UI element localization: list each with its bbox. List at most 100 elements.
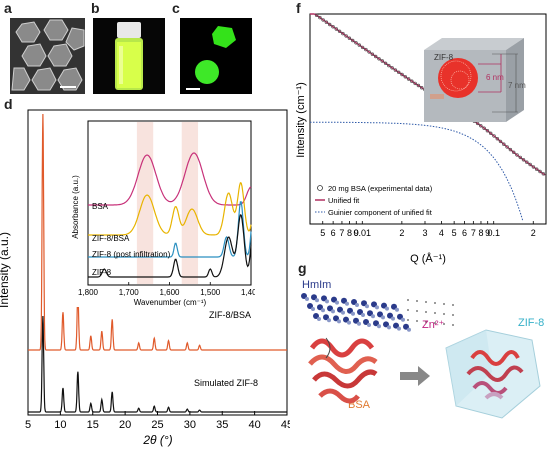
hmim-molecule <box>327 305 333 312</box>
saxs-x-tick-label: 2 <box>399 228 404 238</box>
ftir-series-zif8-bsa <box>88 182 252 236</box>
saxs-data-point <box>364 47 368 52</box>
zn-label: Zn²⁺ <box>422 319 445 331</box>
sem-image <box>10 18 85 94</box>
saxs-data-point <box>521 158 526 162</box>
hmim-molecule <box>321 295 327 302</box>
zn-ions <box>407 299 454 326</box>
inset-dim-7nm: 7 nm <box>508 81 526 90</box>
saxs-x-tick-label: 9 <box>485 228 490 238</box>
hmim-molecule <box>397 313 403 320</box>
ftir-series-zif8 <box>88 214 252 278</box>
ftir-x-tick-label: 1,600 <box>159 288 180 297</box>
synthesis-schematic: HmIm Zn²⁺ ZIF-8 BSA <box>301 279 544 419</box>
hmim-molecule <box>341 297 347 304</box>
xrd-x-tick-label: 25 <box>151 419 163 431</box>
saxs-data-point <box>396 70 401 74</box>
xrd-y-axis-label: Intensity (a.u.) <box>0 232 11 308</box>
inset-dim-6nm: 6 nm <box>486 73 504 82</box>
zn-ion <box>416 310 418 312</box>
saxs-data-point <box>419 85 424 90</box>
ftir-highlight-band <box>136 122 154 284</box>
saxs-data-point <box>482 126 486 130</box>
saxs-data-point <box>373 54 378 59</box>
saxs-data-point <box>508 147 513 152</box>
saxs-data-point <box>528 162 532 167</box>
hmim-molecule-h <box>391 316 395 321</box>
hmim-molecule-h <box>385 306 389 311</box>
saxs-x-tick-label: 9 <box>354 228 359 238</box>
xrd-x-tick-label: 10 <box>54 419 66 431</box>
hmim-molecule <box>357 309 363 315</box>
xrd-legend-zif8-bsa: ZIF-8/BSA <box>209 310 251 320</box>
saxs-x-tick-label: 5 <box>452 228 457 238</box>
hmim-molecule-h <box>305 297 309 301</box>
saxs-data-point <box>410 79 414 83</box>
hmim-molecule <box>313 313 319 319</box>
hmim-molecule-h <box>335 300 339 305</box>
hmim-molecule-h <box>315 298 319 303</box>
zn-ion <box>434 312 436 314</box>
hmim-molecule <box>403 323 409 330</box>
saxs-data-point <box>390 66 394 70</box>
hmim-molecule <box>307 303 313 309</box>
xrd-x-tick-label: 5 <box>25 419 31 431</box>
zn-ion <box>407 309 409 311</box>
saxs-x-tick-label: 8 <box>347 228 352 238</box>
saxs-data-point <box>498 139 503 144</box>
hmim-molecule-h <box>347 320 351 325</box>
hmim-molecule <box>331 296 337 303</box>
saxs-data-point <box>344 34 348 38</box>
saxs-data-point <box>354 41 358 45</box>
zn-ion <box>443 313 445 315</box>
hmim-molecule <box>367 310 373 317</box>
hmim-molecule <box>317 304 323 311</box>
saxs-x-tick-label: 3 <box>422 228 427 238</box>
saxs-data-point <box>495 136 500 141</box>
hmim-molecule <box>371 301 377 308</box>
protein-sphere <box>438 58 478 98</box>
panel-label-f: f <box>296 0 301 16</box>
ftir-highlight-band <box>181 122 199 284</box>
saxs-data-point <box>406 77 411 81</box>
hmim-molecule-h <box>355 303 359 307</box>
saxs-x-tick-label: 7 <box>339 228 344 238</box>
hmim-molecule-h <box>365 304 369 309</box>
saxs-data-point <box>383 61 388 65</box>
saxs-data-point <box>318 15 322 20</box>
hmim-molecule-h <box>331 309 335 314</box>
saxs-data-point <box>331 25 335 29</box>
saxs-data-point <box>413 81 417 86</box>
saxs-data-point <box>541 172 546 176</box>
hmim-label: HmIm <box>302 279 331 291</box>
saxs-data-point <box>337 29 342 33</box>
saxs-x-tick-label: 2 <box>531 228 536 238</box>
panel-label-a: a <box>4 0 12 16</box>
hmim-molecule-h <box>387 325 391 330</box>
hmim-molecule-h <box>351 311 355 316</box>
saxs-y-axis-label: Intensity (cm⁻¹) <box>296 82 307 157</box>
zn-ion <box>452 314 454 316</box>
saxs-x-tick-label: 6 <box>331 228 336 238</box>
saxs-data-point <box>525 160 529 164</box>
panel-label-d: d <box>4 96 13 112</box>
zn-ion <box>425 311 427 313</box>
hmim-molecule <box>351 299 357 305</box>
saxs-legend: 20 mg BSA (experimental data) Unified fi… <box>315 184 433 217</box>
zif8-label: ZIF-8 <box>518 317 544 329</box>
zif8-encapsulated-cube <box>445 329 541 419</box>
saxs-x-tick-label: 8 <box>478 228 483 238</box>
fluorescence-image <box>180 18 252 94</box>
saxs-chart: 5 6 7 8 90.01 2 3 4 5 6 7 8 90.1 2 Intensity (cm⁻¹) Q… <box>296 13 547 265</box>
hmim-molecule-h <box>361 313 365 317</box>
saxs-data-point <box>502 142 506 146</box>
saxs-data-point <box>360 45 365 50</box>
saxs-x-tick-label: 6 <box>462 228 467 238</box>
zn-ion <box>452 304 454 306</box>
xrd-legend-simulated: Simulated ZIF-8 <box>194 378 258 388</box>
hmim-molecule-h <box>325 299 329 304</box>
xrd-series-simulated <box>28 315 287 413</box>
hmim-molecule <box>387 312 393 319</box>
zn-ion <box>434 302 436 304</box>
zn-ion <box>425 321 427 323</box>
